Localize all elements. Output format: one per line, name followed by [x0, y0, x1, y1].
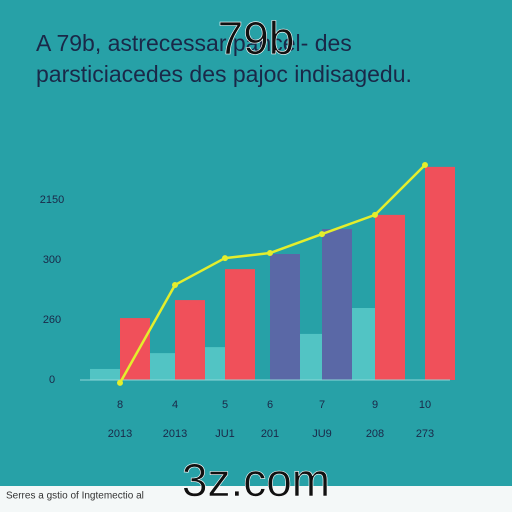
- line-point: [222, 255, 228, 262]
- y-tick-label: 300: [43, 254, 61, 266]
- bar: [270, 254, 300, 380]
- bar: [90, 368, 120, 380]
- watermark: 3z.com: [182, 454, 330, 506]
- x-tick-sublabel: 208: [366, 428, 384, 440]
- x-tick-label: 8: [117, 399, 123, 411]
- bar: [322, 229, 352, 380]
- x-tick-label: 5: [222, 399, 228, 411]
- footer-strip: [0, 486, 512, 512]
- line-point: [319, 231, 325, 238]
- x-tick-label: 10: [419, 399, 431, 411]
- y-tick-label: 0: [49, 374, 55, 386]
- chart-title: A 79b, astrecessar pancel- des: [36, 30, 352, 56]
- line-point: [372, 211, 378, 218]
- bar: [375, 214, 405, 380]
- x-tick-sublabel: 201: [261, 428, 279, 440]
- line-point: [422, 161, 428, 168]
- x-tick-label: 6: [267, 399, 273, 411]
- watermark: 79b: [218, 12, 295, 64]
- x-tick-sublabel: 2013: [108, 428, 132, 440]
- x-tick-label: 9: [372, 399, 378, 411]
- x-tick-sublabel: JU9: [312, 428, 332, 440]
- x-tick-label: 7: [319, 399, 325, 411]
- line-point: [117, 379, 123, 386]
- footer-caption: Serres a gstio of Ingtemectio al: [6, 491, 144, 502]
- x-tick-sublabel: 273: [416, 428, 434, 440]
- bar: [225, 269, 255, 380]
- plot: 0 260 300 2150 8 2013 4 2013 5 JU1 6 201 7 JU9 9 208 10 2…: [40, 161, 455, 440]
- y-tick-label: 260: [43, 314, 61, 326]
- chart-title: parsticiacedes des pajoc indisagedu.: [36, 61, 412, 87]
- bar: [120, 318, 150, 380]
- bar: [425, 166, 455, 380]
- x-tick-sublabel: 2013: [163, 428, 187, 440]
- x-tick-label: 4: [172, 399, 178, 411]
- line-point: [267, 250, 273, 257]
- bar: [175, 300, 205, 380]
- line-point: [172, 281, 178, 288]
- x-tick-sublabel: JU1: [215, 428, 235, 440]
- y-tick-label: 2150: [40, 194, 64, 206]
